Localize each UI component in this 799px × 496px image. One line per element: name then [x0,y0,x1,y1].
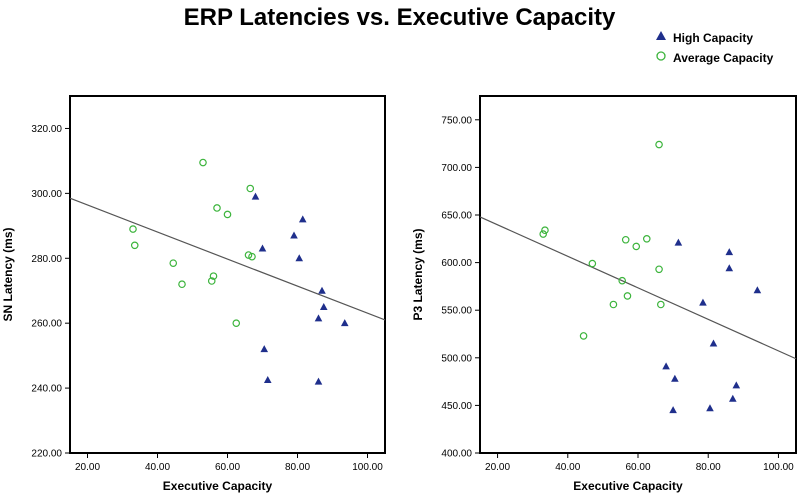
p3-average-capacity-point [539,230,548,238]
sn-average-capacity-point [169,259,178,267]
sn-high-capacity-point [314,314,323,322]
p3-high-capacity-point [671,374,679,382]
chart-title: ERP Latencies vs. Executive Capacity [183,4,616,31]
p3-y-axis-label: P3 Latency (ms) [411,228,425,320]
sn-high-capacity-point [298,215,307,223]
p3-average-capacity-point [609,300,618,309]
sn-y-tick-label: 240.00 [31,384,62,395]
sn-y-tick-label: 280.00 [31,254,62,265]
legend-label-average: Average Capacity [673,50,774,65]
sn-high-capacity-point [340,319,349,327]
p3-y-tick-label: 600.00 [441,258,472,269]
circle-marker-icon [655,50,669,65]
legend-label-high: High Capacity [673,30,754,45]
p3-high-capacity-point [674,238,683,246]
sn-average-capacity-point [244,251,253,259]
p3-x-tick-label: 60.00 [625,462,650,473]
sn-high-capacity-point [295,254,304,262]
p3-high-capacity-point [753,286,762,294]
legend-item-high-capacity: High Capacity [655,30,795,45]
sn-x-tick-label: 60.00 [215,462,240,473]
sn-fit-line [69,197,386,321]
p3-high-capacity-point [725,248,734,256]
p3-x-tick-label: 20.00 [485,462,510,473]
p3-y-tick-label: 750.00 [441,115,472,126]
sn-high-capacity-point [290,231,298,239]
sn-y-tick-label: 260.00 [31,319,62,330]
sn-x-tick-label: 40.00 [145,462,170,473]
sn-average-capacity-point [213,204,221,212]
p3-y-tick-label: 650.00 [441,211,472,222]
sn-plot-frame [69,95,386,454]
sn-x-tick-label: 20.00 [75,462,100,473]
sn-high-capacity-point [258,244,267,252]
p3-x-tick-label: 40.00 [555,462,580,473]
p3-average-capacity-point [642,235,651,243]
p3-fit-line [479,216,797,360]
sn-average-capacity-point [246,184,255,193]
sn-high-capacity-point [314,377,323,385]
sn-high-capacity-point [319,302,328,310]
p3-high-capacity-point [706,404,714,412]
p3-high-capacity-point [669,406,677,414]
p3-y-tick-label: 450.00 [441,401,472,412]
p3-high-capacity-point [729,394,737,402]
p3-average-capacity-point [655,140,663,149]
triangle-marker-icon [655,30,669,45]
p3-high-capacity-point [709,339,718,347]
p3-average-capacity-point [655,265,663,274]
sn-high-capacity-point [260,345,269,353]
p3-plot-frame [479,95,797,454]
sn-average-capacity-point [248,252,256,261]
sn-average-capacity-point [207,277,216,285]
p3-y-tick-label: 500.00 [441,353,472,364]
p3-x-axis-label: Executive Capacity [573,479,683,493]
sn-high-capacity-point [318,286,326,294]
sn-y-tick-label: 300.00 [31,189,62,200]
sn-average-capacity-point [199,158,207,167]
p3-y-tick-label: 400.00 [441,449,472,460]
p3-y-tick-label: 700.00 [441,163,472,174]
p3-y-tick-label: 550.00 [441,306,472,317]
sn-average-capacity-point [129,225,137,233]
sn-average-capacity-point [178,280,186,289]
sn-average-capacity-point [209,272,218,280]
p3-average-capacity-point [623,292,632,300]
p3-high-capacity-point [662,362,670,370]
p3-high-capacity-point [725,264,734,272]
p3-average-capacity-point [621,235,630,244]
sn-high-capacity-point [251,192,260,200]
sn-y-tick-label: 320.00 [31,124,62,135]
p3-x-tick-label: 80.00 [696,462,721,473]
p3-x-tick-label: 100.00 [763,462,794,473]
p3-average-capacity-point [657,300,665,309]
legend-item-average-capacity: Average Capacity [655,50,795,65]
sn-x-axis-label: Executive Capacity [163,479,273,493]
sn-y-tick-label: 220.00 [31,449,62,460]
p3-high-capacity-point [699,298,707,306]
p3-average-capacity-point [588,259,597,268]
sn-average-capacity-point [223,210,232,219]
sn-high-capacity-point [263,375,272,383]
sn-average-capacity-point [232,319,241,327]
p3-average-capacity-point [541,226,549,235]
p3-high-capacity-point [732,381,741,389]
p3-average-capacity-point [618,276,627,285]
sn-y-axis-label: SN Latency (ms) [1,227,15,321]
p3-average-capacity-point [632,242,641,251]
sn-x-tick-label: 100.00 [352,462,383,473]
sn-x-tick-label: 80.00 [285,462,310,473]
sn-average-capacity-point [130,241,139,250]
p3-average-capacity-point [579,332,588,340]
